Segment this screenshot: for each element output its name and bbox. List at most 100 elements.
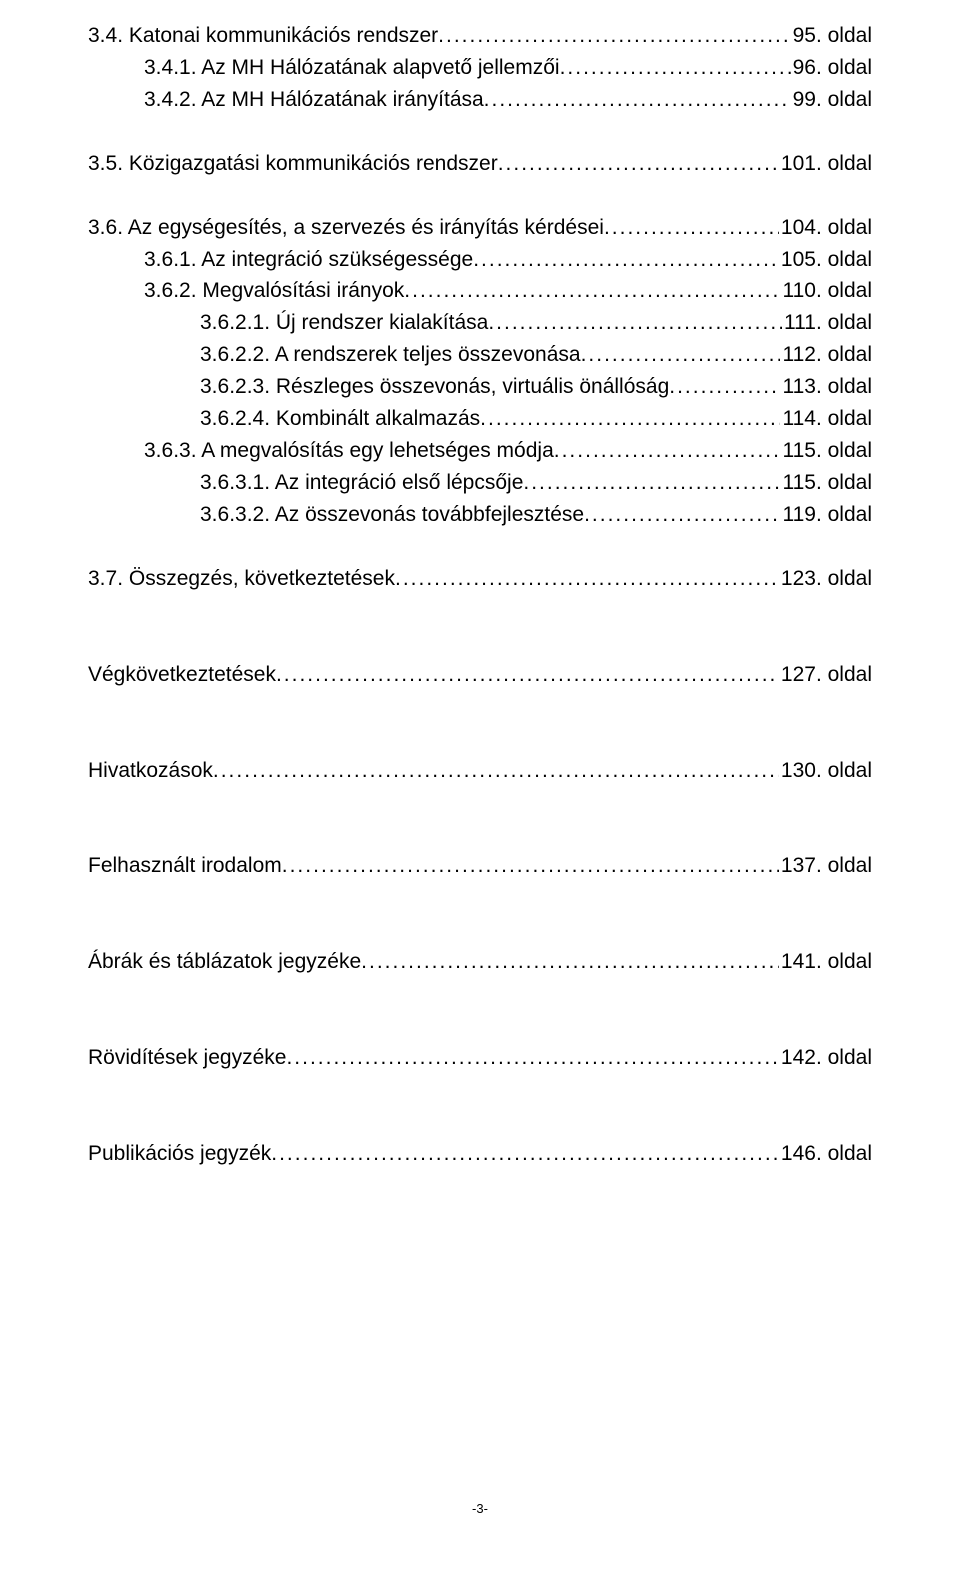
toc-dot-leader (669, 371, 780, 403)
toc-entry-label: 3.6.3. A megvalósítás egy lehetséges mód… (144, 435, 554, 467)
toc-entry-page: 115. oldal (780, 467, 872, 499)
toc-entry-page: 112. oldal (780, 339, 872, 371)
toc-entry-label: Végkövetkeztetések (88, 659, 276, 691)
blank-line (88, 723, 872, 755)
toc-dot-leader (523, 467, 780, 499)
table-of-contents: 3.4. Katonai kommunikációs rendszer 95. … (88, 20, 872, 1170)
toc-entry: 3.6.2.3. Részleges összevonás, virtuális… (88, 371, 872, 403)
toc-entry-page: 99. oldal (791, 84, 872, 116)
toc-entry-label: 3.4.2. Az MH Hálózatának irányítása (144, 84, 484, 116)
toc-entry-page: 110. oldal (780, 275, 872, 307)
toc-dot-leader (282, 850, 779, 882)
toc-entry: 3.4. Katonai kommunikációs rendszer 95. … (88, 20, 872, 52)
toc-entry: Ábrák és táblázatok jegyzéke 141. oldal (88, 946, 872, 978)
toc-dot-leader (276, 659, 779, 691)
toc-entry-label: Ábrák és táblázatok jegyzéke (88, 946, 361, 978)
toc-entry-label: 3.4.1. Az MH Hálózatának alapvető jellem… (144, 52, 560, 84)
toc-entry-page: 146. oldal (779, 1138, 872, 1170)
toc-entry: Végkövetkeztetések 127. oldal (88, 659, 872, 691)
toc-entry-page: 114. oldal (780, 403, 872, 435)
toc-entry: Rövidítések jegyzéke 142. oldal (88, 1042, 872, 1074)
toc-entry-page: 130. oldal (779, 755, 872, 787)
toc-entry-page: 119. oldal (780, 499, 872, 531)
toc-dot-leader (554, 435, 781, 467)
toc-dot-leader (438, 20, 790, 52)
toc-entry: 3.6.2. Megvalósítási irányok 110. oldal (88, 275, 872, 307)
toc-entry: 3.6. Az egységesítés, a szervezés és irá… (88, 212, 872, 244)
toc-dot-leader (361, 946, 779, 978)
toc-entry-label: 3.6.3.2. Az összevonás továbbfejlesztése (200, 499, 584, 531)
blank-line (88, 914, 872, 946)
toc-dot-leader (560, 52, 791, 84)
toc-entry-label: 3.5. Közigazgatási kommunikációs rendsze… (88, 148, 498, 180)
toc-entry: 3.5. Közigazgatási kommunikációs rendsze… (88, 148, 872, 180)
toc-dot-leader (395, 563, 779, 595)
toc-dot-leader (484, 84, 791, 116)
toc-entry-page: 111. oldal (782, 307, 872, 339)
toc-entry-label: 3.6.1. Az integráció szükségessége (144, 244, 473, 276)
toc-entry-page: 96. oldal (791, 52, 872, 84)
toc-entry: 3.6.2.1. Új rendszer kialakítása 111. old… (88, 307, 872, 339)
toc-entry-label: Rövidítések jegyzéke (88, 1042, 286, 1074)
toc-dot-leader (404, 275, 780, 307)
toc-entry: Felhasznált irodalom 137. oldal (88, 850, 872, 882)
toc-dot-leader (286, 1042, 778, 1074)
toc-entry-label: 3.6.2.4. Kombinált alkalmazás (200, 403, 480, 435)
toc-dot-leader (271, 1138, 779, 1170)
toc-dot-leader (473, 244, 779, 276)
blank-line (88, 786, 872, 818)
toc-dot-leader (488, 307, 782, 339)
toc-entry: 3.6.3. A megvalósítás egy lehetséges mód… (88, 435, 872, 467)
toc-entry: Hivatkozások 130. oldal (88, 755, 872, 787)
blank-line (88, 1106, 872, 1138)
toc-entry: 3.6.1. Az integráció szükségessége 105. … (88, 244, 872, 276)
toc-dot-leader (498, 148, 779, 180)
toc-entry-page: 115. oldal (780, 435, 872, 467)
blank-line (88, 1074, 872, 1106)
toc-entry-page: 105. oldal (779, 244, 872, 276)
toc-entry-page: 142. oldal (779, 1042, 872, 1074)
toc-entry-page: 113. oldal (780, 371, 872, 403)
page-number-footer: -3- (0, 1501, 960, 1516)
toc-entry: 3.4.1. Az MH Hálózatának alapvető jellem… (88, 52, 872, 84)
toc-entry-label: 3.6.2.2. A rendszerek teljes összevonása (200, 339, 581, 371)
toc-entry-page: 104. oldal (779, 212, 872, 244)
blank-line (88, 882, 872, 914)
toc-dot-leader (213, 755, 779, 787)
blank-line (88, 978, 872, 1010)
blank-line (88, 818, 872, 850)
toc-entry-label: 3.6. Az egységesítés, a szervezés és irá… (88, 212, 604, 244)
toc-entry: 3.4.2. Az MH Hálózatának irányítása 99. … (88, 84, 872, 116)
toc-entry: 3.6.3.2. Az összevonás továbbfejlesztése… (88, 499, 872, 531)
toc-entry-page: 95. oldal (791, 20, 872, 52)
toc-entry-label: 3.7. Összegzés, következtetések (88, 563, 395, 595)
toc-entry-label: 3.6.3.1. Az integráció első lépcsője (200, 467, 523, 499)
blank-line (88, 531, 872, 563)
toc-entry-page: 141. oldal (779, 946, 872, 978)
blank-line (88, 180, 872, 212)
toc-entry-label: Publikációs jegyzék (88, 1138, 271, 1170)
toc-entry-page: 127. oldal (779, 659, 872, 691)
toc-entry: 3.6.2.2. A rendszerek teljes összevonása… (88, 339, 872, 371)
toc-entry-label: Felhasznált irodalom (88, 850, 282, 882)
toc-entry-label: 3.6.2. Megvalósítási irányok (144, 275, 404, 307)
toc-entry-label: Hivatkozások (88, 755, 213, 787)
toc-entry-label: 3.6.2.3. Részleges összevonás, virtuális… (200, 371, 669, 403)
toc-entry-page: 101. oldal (779, 148, 872, 180)
toc-entry: 3.6.2.4. Kombinált alkalmazás 114. oldal (88, 403, 872, 435)
toc-entry: 3.6.3.1. Az integráció első lépcsője 115.… (88, 467, 872, 499)
toc-dot-leader (604, 212, 779, 244)
toc-dot-leader (581, 339, 781, 371)
blank-line (88, 116, 872, 148)
toc-entry-page: 137. oldal (779, 850, 872, 882)
toc-entry-page: 123. oldal (779, 563, 872, 595)
toc-entry-label: 3.4. Katonai kommunikációs rendszer (88, 20, 438, 52)
blank-line (88, 595, 872, 627)
toc-entry-label: 3.6.2.1. Új rendszer kialakítása (200, 307, 488, 339)
toc-entry: Publikációs jegyzék 146. oldal (88, 1138, 872, 1170)
toc-entry: 3.7. Összegzés, következtetések 123. olda… (88, 563, 872, 595)
blank-line (88, 691, 872, 723)
blank-line (88, 1010, 872, 1042)
toc-dot-leader (480, 403, 780, 435)
blank-line (88, 627, 872, 659)
